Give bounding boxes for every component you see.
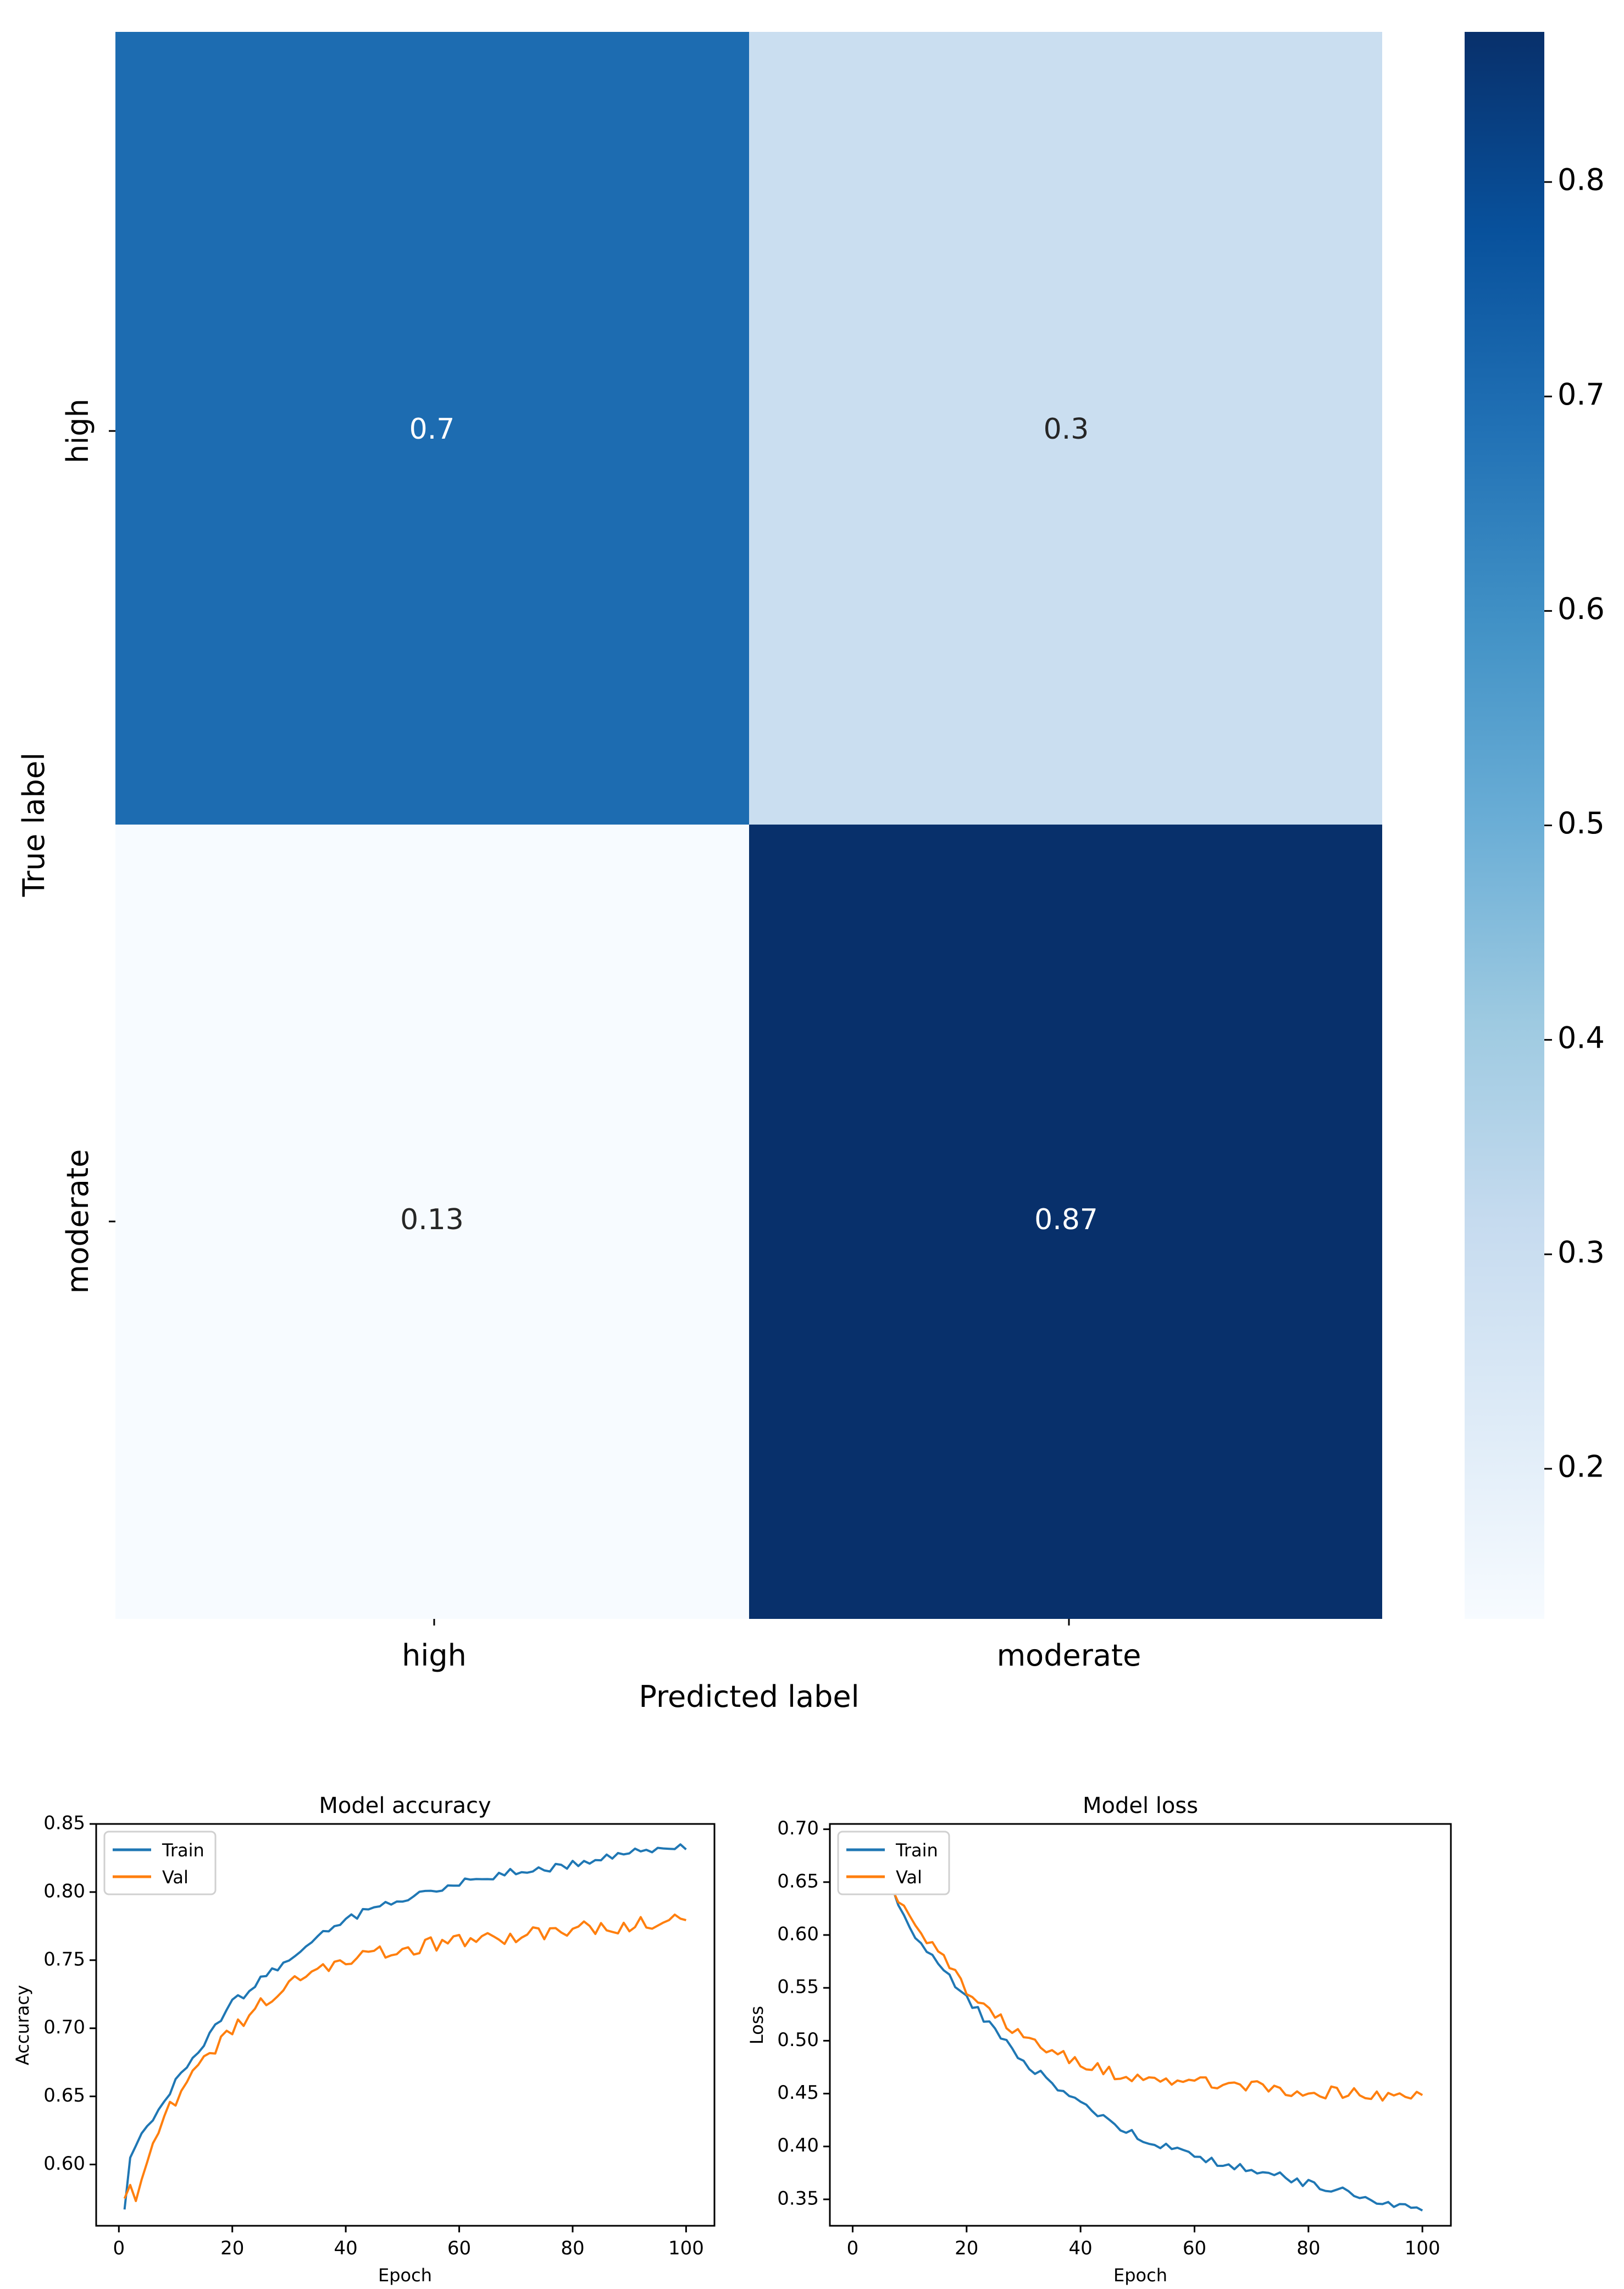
x-axis-label: Predicted label	[639, 1679, 859, 1714]
colorbar-tick-label: 0.4	[1558, 1020, 1605, 1055]
x-tick-label: 0	[113, 2237, 125, 2259]
confusion-matrix: 0.7 0.3 0.13 0.87 high moderate True lab…	[16, 32, 1382, 1714]
series-line-train	[123, 1843, 687, 2210]
y-tick-label: 0.45	[777, 2082, 819, 2104]
colorbar-tick-label: 0.6	[1558, 591, 1605, 626]
y-tick-label: 0.70	[777, 1817, 819, 1839]
accuracy-axes-frame	[95, 1823, 716, 2227]
y-tick-label: 0.35	[777, 2187, 819, 2209]
y-tick-label: 0.65	[777, 1870, 819, 1892]
heatmap-cell	[115, 32, 749, 825]
loss-axes-frame	[829, 1823, 1452, 2227]
x-tick-label: 100	[668, 2237, 704, 2259]
colorbar-gradient	[1465, 32, 1544, 1619]
loss-plot: Model loss 0 20 40 60 80 1000.350.400.450.500…	[746, 1793, 1452, 2286]
y-tick-label: high	[60, 399, 95, 463]
accuracy-x-label: Epoch	[378, 2265, 432, 2286]
heatmap-cell	[749, 825, 1382, 1619]
x-tick-label: 60	[1183, 2237, 1206, 2259]
colorbar: 0.2 0.3 0.4 0.5 0.6 0.7 0.8	[1465, 32, 1605, 1619]
loss-title: Model loss	[1083, 1793, 1198, 1818]
x-tick-label: 20	[220, 2237, 244, 2259]
legend-label-train: Train	[162, 1840, 204, 1861]
x-tick-label: 60	[447, 2237, 471, 2259]
x-tick-label: 40	[1069, 2237, 1093, 2259]
x-tick-label: high	[402, 1638, 467, 1673]
x-tick-label: 100	[1405, 2237, 1440, 2259]
colorbar-ticks: 0.2 0.3 0.4 0.5 0.6 0.7 0.8	[1544, 163, 1605, 1484]
x-tick-label: 80	[1296, 2237, 1320, 2259]
cell-label: 0.3	[1044, 413, 1089, 446]
y-tick-label: 0.65	[43, 2085, 85, 2106]
cell-label: 0.87	[1034, 1203, 1098, 1236]
legend-label-val: Val	[896, 1867, 922, 1888]
x-tick-label: moderate	[997, 1638, 1141, 1673]
y-tick-label: 0.50	[777, 2029, 819, 2051]
accuracy-title: Model accuracy	[319, 1793, 491, 1818]
accuracy-ticks: 0 20 40 60 80 100 0.60 0.65 0.70 0.75 0.80 0.85	[43, 1812, 704, 2260]
y-tick-label: 0.75	[43, 1948, 85, 1970]
accuracy-y-label: Accuracy	[12, 1985, 33, 2065]
y-tick-label: 0.60	[43, 2153, 85, 2175]
colorbar-tick-label: 0.7	[1558, 377, 1605, 412]
y-tick-label: 0.80	[43, 1880, 85, 1902]
loss-series	[857, 1844, 1423, 2211]
legend-label-val: Val	[162, 1867, 189, 1888]
y-tick-label: 0.60	[777, 1923, 819, 1945]
x-tick-label: 20	[955, 2237, 978, 2259]
series-line-val	[857, 1857, 1423, 2102]
series-line-train	[857, 1844, 1423, 2211]
accuracy-plot: Model accuracy 0 20 40 60 80 1000.600.650.700…	[12, 1793, 716, 2286]
y-axis-label: True label	[16, 753, 51, 897]
loss-ticks: 0 20 40 60 80 100 0.35 0.40 0.45 0.50 0.55 0.60 0.65…	[777, 1817, 1440, 2259]
y-tick-label: 0.40	[777, 2135, 819, 2157]
heatmap-cell	[115, 825, 749, 1619]
y-tick-label: 0.70	[43, 2016, 85, 2038]
colorbar-tick-label: 0.2	[1558, 1450, 1605, 1484]
loss-y-label: Loss	[746, 2006, 767, 2044]
loss-x-label: Epoch	[1113, 2265, 1167, 2286]
cell-label: 0.13	[400, 1203, 464, 1236]
heatmap-cell	[749, 32, 1382, 825]
legend-box	[837, 1831, 950, 1895]
colorbar-tick-label: 0.8	[1558, 163, 1605, 197]
colorbar-tick-label: 0.5	[1558, 806, 1605, 841]
legend-box	[103, 1831, 217, 1895]
legend-label-train: Train	[895, 1840, 938, 1861]
x-tick-label: 80	[561, 2237, 584, 2259]
y-tick-label: 0.85	[43, 1812, 85, 1834]
cell-label: 0.7	[409, 413, 455, 446]
y-tick-label: moderate	[60, 1149, 95, 1294]
loss-legend: Train Val	[837, 1831, 950, 1895]
x-tick-label: 40	[334, 2237, 357, 2259]
y-tick-label: 0.55	[777, 1976, 819, 1998]
colorbar-tick-label: 0.3	[1558, 1235, 1605, 1269]
series-line-val	[123, 1914, 686, 2202]
accuracy-series	[123, 1843, 687, 2210]
accuracy-legend: Train Val	[103, 1831, 217, 1895]
x-tick-label: 0	[847, 2237, 859, 2259]
